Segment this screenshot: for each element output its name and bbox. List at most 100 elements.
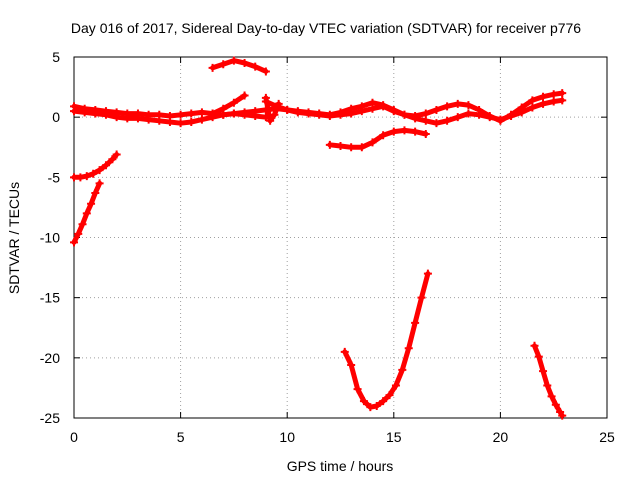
data-point bbox=[539, 367, 548, 376]
data-point bbox=[261, 93, 270, 102]
data-point bbox=[432, 119, 441, 128]
data-point bbox=[101, 110, 110, 119]
series-arc-2 bbox=[70, 179, 104, 247]
data-point bbox=[551, 400, 560, 409]
data-point bbox=[443, 116, 452, 125]
data-point bbox=[336, 142, 345, 151]
data-point bbox=[558, 411, 567, 420]
data-point bbox=[74, 229, 83, 238]
data-point bbox=[240, 59, 249, 68]
y-tick-label: 5 bbox=[52, 49, 60, 65]
data-point bbox=[547, 392, 556, 401]
data-point bbox=[304, 109, 313, 118]
data-point bbox=[283, 105, 292, 114]
data-point bbox=[266, 116, 275, 125]
data-point bbox=[340, 347, 349, 356]
data-point bbox=[261, 67, 270, 76]
data-point bbox=[165, 117, 174, 126]
data-point bbox=[421, 116, 430, 125]
data-point bbox=[528, 103, 537, 112]
data-point bbox=[507, 111, 516, 120]
x-tick-label: 5 bbox=[177, 429, 185, 445]
series-arc-1 bbox=[70, 150, 121, 182]
data-point bbox=[347, 143, 356, 152]
data-point bbox=[197, 108, 206, 117]
data-point bbox=[325, 111, 334, 120]
data-point bbox=[398, 365, 407, 374]
data-point bbox=[379, 102, 388, 111]
data-point bbox=[421, 109, 430, 118]
data-point bbox=[539, 99, 548, 108]
data-point bbox=[417, 293, 426, 302]
data-point bbox=[325, 140, 334, 149]
series-arc-4 bbox=[70, 107, 270, 128]
series-line bbox=[342, 271, 431, 410]
data-point bbox=[240, 91, 249, 100]
data-point bbox=[423, 269, 432, 278]
data-point bbox=[70, 238, 78, 247]
data-point bbox=[70, 107, 78, 116]
y-tick-label: -20 bbox=[40, 350, 60, 366]
y-tick-label: -10 bbox=[40, 230, 60, 246]
data-point bbox=[411, 318, 420, 327]
y-axis-label: SDTVAR / TECUs bbox=[6, 182, 22, 294]
data-point bbox=[530, 341, 539, 350]
data-point bbox=[357, 107, 366, 116]
data-point bbox=[187, 117, 196, 126]
x-tick-label: 15 bbox=[386, 429, 402, 445]
data-point bbox=[359, 397, 368, 406]
data-point bbox=[274, 99, 283, 108]
x-tick-labels: 0 5 10 15 20 25 bbox=[70, 429, 615, 445]
data-point bbox=[453, 99, 462, 108]
data-point bbox=[251, 62, 260, 71]
data-point bbox=[496, 115, 505, 124]
data-point bbox=[91, 188, 100, 197]
series-line bbox=[210, 93, 248, 117]
data-point bbox=[101, 161, 110, 170]
data-point bbox=[389, 127, 398, 136]
y-tick-labels: -25 -20 -15 -10 -5 0 5 bbox=[40, 49, 60, 426]
data-point bbox=[95, 179, 104, 188]
data-point bbox=[368, 138, 377, 147]
data-point bbox=[432, 105, 441, 114]
data-point bbox=[76, 173, 85, 182]
data-point bbox=[315, 110, 324, 119]
data-point bbox=[197, 115, 206, 124]
data-point bbox=[208, 63, 217, 72]
data-point bbox=[539, 92, 548, 101]
data-point bbox=[549, 97, 558, 106]
data-point bbox=[385, 391, 394, 400]
data-point bbox=[347, 361, 356, 370]
data-point bbox=[464, 101, 473, 110]
data-point bbox=[251, 111, 260, 120]
data-point bbox=[411, 127, 420, 136]
data-point bbox=[219, 104, 228, 113]
data-point bbox=[229, 98, 238, 107]
y-tick-label: -25 bbox=[40, 410, 60, 426]
data-point bbox=[400, 110, 409, 119]
data-point bbox=[558, 89, 567, 98]
data-point bbox=[543, 381, 552, 390]
data-point bbox=[240, 110, 249, 119]
series-arc-11 bbox=[530, 341, 567, 420]
data-point bbox=[366, 403, 375, 412]
series-arc-5 bbox=[208, 56, 270, 76]
data-point bbox=[404, 344, 413, 353]
data-point bbox=[208, 109, 217, 118]
data-point bbox=[82, 172, 91, 181]
data-point bbox=[176, 110, 185, 119]
data-point bbox=[347, 109, 356, 118]
data-point bbox=[293, 108, 302, 117]
x-tick-label: 25 bbox=[599, 429, 615, 445]
y-tick-label: -15 bbox=[40, 290, 60, 306]
data-point bbox=[391, 381, 400, 390]
data-point bbox=[219, 60, 228, 69]
data-point bbox=[89, 169, 98, 178]
data-point bbox=[95, 166, 104, 175]
data-points bbox=[70, 56, 567, 420]
series-line bbox=[327, 127, 429, 150]
data-point bbox=[270, 110, 279, 119]
data-point bbox=[87, 199, 96, 208]
series-arc-6 bbox=[208, 91, 249, 118]
